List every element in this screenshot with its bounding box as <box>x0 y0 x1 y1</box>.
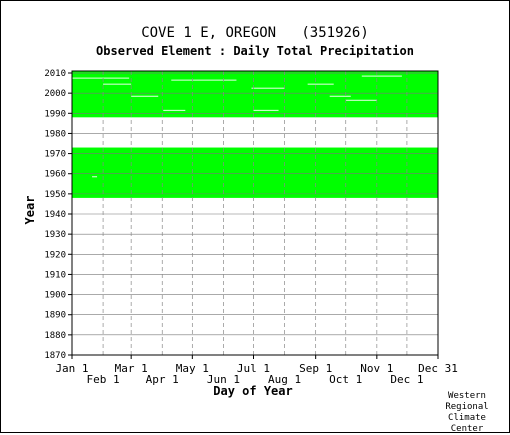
x-tick-label: Mar 1 <box>115 362 148 375</box>
y-tick-label: 1920 <box>44 250 66 260</box>
missing-data-gap <box>131 95 159 97</box>
missing-data-gap <box>92 176 98 178</box>
y-tick-label: 1930 <box>44 230 66 240</box>
x-axis-title: Day of Year <box>213 384 292 398</box>
y-tick-label: 1970 <box>44 150 66 160</box>
plot-border <box>71 70 439 356</box>
data-band <box>72 147 438 198</box>
missing-data-gap <box>171 79 237 81</box>
credit-line: Western <box>448 391 486 401</box>
y-tick-label: 1980 <box>44 129 66 139</box>
x-tick-label: Jul 1 <box>237 362 270 375</box>
missing-data-gap <box>329 95 351 97</box>
y-tick-label: 1880 <box>44 331 66 341</box>
wrcc-credit: Western Regional Climate Center <box>437 391 497 435</box>
missing-data-gap <box>251 87 285 89</box>
credit-line: Climate <box>448 413 486 423</box>
y-axis-title: Year <box>23 196 37 225</box>
x-tick-label: Sep 1 <box>299 362 332 375</box>
y-tick-label: 1900 <box>44 291 66 301</box>
y-tick-label: 1950 <box>44 190 66 200</box>
chart-subtitle: Observed Element : Daily Total Precipita… <box>96 44 414 58</box>
x-tick-label: Feb 1 <box>87 373 120 386</box>
missing-data-gap <box>253 109 279 111</box>
credit-line: Regional <box>445 402 489 412</box>
missing-data-gap <box>345 99 377 101</box>
y-tick-label: 2010 <box>44 69 66 79</box>
y-tick-label: 2000 <box>44 89 66 99</box>
x-tick-label: Jan 1 <box>55 362 88 375</box>
x-tick-label: May 1 <box>176 362 209 375</box>
missing-data-gap <box>103 83 132 85</box>
chart-title: COVE 1 E, OREGON (351926) <box>141 25 369 41</box>
missing-data-gap <box>72 77 130 79</box>
y-tick-label: 1990 <box>44 109 66 119</box>
x-tick-label: Jun 1 <box>207 373 240 386</box>
x-tick-label: Oct 1 <box>329 373 362 386</box>
x-tick-label: Dec 1 <box>390 373 423 386</box>
y-tick-label: 1940 <box>44 210 66 220</box>
x-tick-label: Aug 1 <box>268 373 301 386</box>
y-tick-label: 1890 <box>44 311 66 321</box>
missing-data-gap <box>307 83 334 85</box>
y-tick-label: 1910 <box>44 270 66 280</box>
xtick-layer: Jan 1 Mar 1 May 1 Jul 1 Sep 1 Nov 1 Dec 31 Feb … <box>55 355 458 386</box>
credit-line: Center <box>450 424 484 434</box>
x-tick-label: Apr 1 <box>146 373 179 386</box>
y-tick-label: 1870 <box>44 351 66 361</box>
missing-data-gap <box>361 75 402 77</box>
grid-layer <box>72 71 438 356</box>
x-tick-label: Nov 1 <box>360 362 393 375</box>
ytick-layer: 2010 2000 1990 1980 1970 1960 1950 1940 1930 1920… <box>44 69 72 361</box>
x-tick-label: Dec 31 <box>418 362 458 375</box>
data-layer <box>72 71 438 198</box>
y-tick-label: 1960 <box>44 170 66 180</box>
missing-data-gap <box>163 109 186 111</box>
